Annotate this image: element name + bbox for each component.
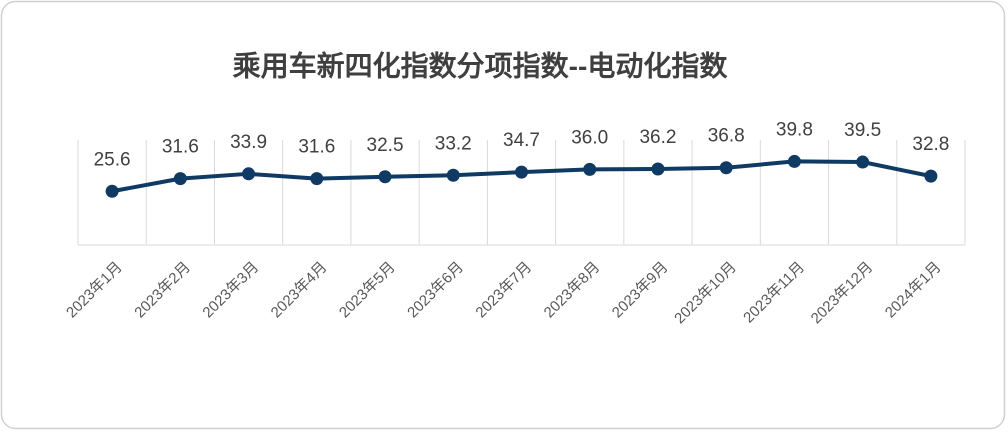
data-point: [446, 168, 460, 182]
data-point: [378, 170, 392, 184]
data-label: 34.7: [503, 130, 540, 151]
data-label: 36.2: [639, 127, 676, 148]
data-point: [719, 161, 733, 175]
data-label: 31.6: [298, 137, 335, 158]
data-label: 25.6: [94, 149, 131, 170]
data-point: [242, 167, 256, 181]
data-point: [515, 165, 528, 179]
data-point: [583, 162, 597, 176]
data-point: [651, 162, 665, 176]
data-label: 31.6: [162, 137, 199, 158]
data-label: 36.0: [571, 127, 608, 148]
data-point: [924, 169, 938, 183]
data-label: 39.8: [776, 119, 813, 140]
data-label: 33.2: [435, 133, 472, 154]
data-point: [856, 155, 870, 169]
data-label: 32.5: [367, 135, 404, 156]
data-label: 33.9: [230, 132, 267, 153]
data-point: [173, 172, 187, 186]
data-label: 32.8: [912, 134, 949, 155]
data-point: [787, 154, 801, 168]
data-label: 39.5: [844, 120, 881, 141]
data-point: [310, 172, 324, 186]
chart-title: 乘用车新四化指数分项指数--电动化指数: [233, 49, 729, 81]
data-label: 36.8: [708, 126, 745, 147]
data-point: [105, 184, 119, 198]
